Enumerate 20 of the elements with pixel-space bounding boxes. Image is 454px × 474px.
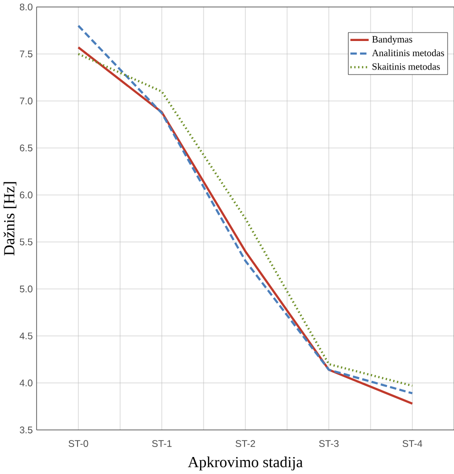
y-tick-label: 5.5 <box>20 238 32 246</box>
y-tick-label: 5.0 <box>20 286 32 292</box>
legend-label: Skaitinis metodas <box>372 63 440 70</box>
legend-label: Bandymas <box>372 36 412 45</box>
y-tick-label: 4.5 <box>20 332 32 340</box>
x-tick-label: ST-3 <box>318 440 338 447</box>
y-tick-label: 3.5 <box>20 426 32 434</box>
y-axis-title: Dažnis [Hz] <box>3 182 16 256</box>
y-tick-label: 7.5 <box>20 50 32 58</box>
x-axis-title: Apkrovimo stadija <box>188 456 303 470</box>
y-tick-label: 8.0 <box>20 4 32 10</box>
legend-label: Analitinis metodas <box>372 49 444 56</box>
y-tick-label: 6.0 <box>20 192 32 198</box>
x-tick-label: ST-2 <box>235 440 255 447</box>
x-tick-label: ST-1 <box>152 440 172 447</box>
x-tick-label: ST-0 <box>68 440 88 447</box>
x-tick-label: ST-4 <box>402 440 422 447</box>
y-tick-label: 6.5 <box>20 144 32 152</box>
y-tick-label: 7.0 <box>20 98 32 104</box>
y-tick-label: 4.0 <box>20 380 32 386</box>
